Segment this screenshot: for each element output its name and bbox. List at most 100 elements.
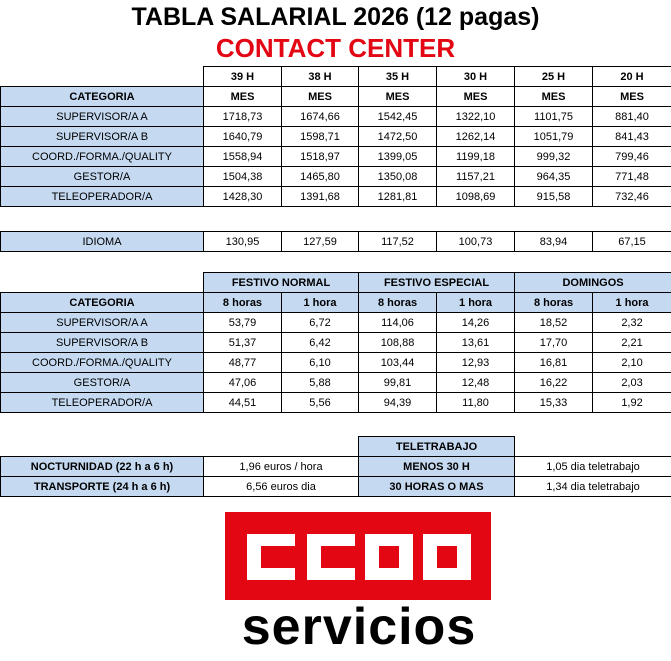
- salary-value: 1322,10: [436, 106, 515, 127]
- category-label: COORD./FORMA./QUALITY: [0, 146, 204, 167]
- teletrabajo-header: TELETRABAJO: [358, 436, 515, 457]
- mes-header: MES: [514, 86, 593, 107]
- festivo-value: 14,26: [436, 312, 516, 333]
- table-row: GESTOR/A 47,06 5,88 99,81 12,48 16,22 2,…: [0, 372, 671, 393]
- salary-mes-row: CATEGORIA MES MES MES MES MES MES: [0, 86, 671, 107]
- festivo-value: 1,92: [592, 392, 671, 413]
- group-header-festivo-normal: FESTIVO NORMAL: [202, 272, 360, 293]
- festivo-value: 103,44: [358, 352, 438, 373]
- festivo-value: 2,03: [592, 372, 671, 393]
- hours-header: 25 H: [514, 66, 593, 87]
- table-row: SUPERVISOR/A A 1718,73 1674,66 1542,45 1…: [0, 106, 671, 127]
- festivo-value: 16,81: [514, 352, 594, 373]
- festivos-group-row: FESTIVO NORMAL FESTIVO ESPECIAL DOMINGOS: [1, 272, 671, 293]
- salary-value: 1157,21: [436, 166, 515, 187]
- table-row: TELEOPERADOR/A 1428,30 1391,68 1281,81 1…: [0, 186, 671, 207]
- teletrabajo-label: 30 HORAS O MAS: [358, 476, 515, 497]
- hours-header: 38 H: [281, 66, 359, 87]
- idioma-value: 100,73: [436, 231, 515, 252]
- festivo-value: 5,88: [280, 372, 360, 393]
- festivo-value: 16,22: [514, 372, 594, 393]
- teletrabajo-value: 1,05 dia teletrabajo: [514, 456, 671, 477]
- salary-value: 881,40: [592, 106, 671, 127]
- salary-value: 1428,30: [203, 186, 282, 207]
- festivo-value: 53,79: [203, 312, 282, 333]
- festivo-value: 108,88: [358, 332, 438, 353]
- teletrabajo-header-row: TELETRABAJO: [1, 436, 671, 457]
- category-header: CATEGORIA: [0, 292, 204, 313]
- hours-header: 20 H: [592, 66, 671, 87]
- salary-value: 1199,18: [436, 146, 515, 167]
- salary-value: 1281,81: [358, 186, 437, 207]
- empty-cell: [1, 273, 204, 293]
- mes-header: MES: [203, 86, 282, 107]
- salary-value: 1640,79: [203, 126, 282, 147]
- salary-value: 1558,94: [203, 146, 282, 167]
- category-label: SUPERVISOR/A B: [0, 126, 204, 147]
- extras-table: TELETRABAJO NOCTURNIDAD (22 h a 6 h) 1,9…: [0, 436, 671, 497]
- idioma-value: 127,59: [281, 231, 359, 252]
- sub-header: 1 hora: [592, 292, 671, 313]
- festivo-value: 12,93: [436, 352, 516, 373]
- idioma-table: IDIOMA 130,95 127,59 117,52 100,73 83,94…: [0, 231, 671, 252]
- idioma-value: 117,52: [358, 231, 437, 252]
- salary-value: 1262,14: [436, 126, 515, 147]
- salary-value: 964,35: [514, 166, 593, 187]
- table-row: IDIOMA 130,95 127,59 117,52 100,73 83,94…: [0, 231, 671, 252]
- festivo-value: 114,06: [358, 312, 438, 333]
- hours-header: 35 H: [358, 66, 437, 87]
- festivo-value: 94,39: [358, 392, 438, 413]
- festivo-value: 13,61: [436, 332, 516, 353]
- transporte-label: TRANSPORTE (24 h a 6 h): [0, 476, 204, 497]
- ccoo-logo: [225, 512, 491, 600]
- salary-value: 1718,73: [203, 106, 282, 127]
- salary-value: 1518,97: [281, 146, 359, 167]
- festivos-sub-row: CATEGORIA 8 horas 1 hora 8 horas 1 hora …: [0, 292, 671, 313]
- salary-value: 1472,50: [358, 126, 437, 147]
- festivo-value: 11,80: [436, 392, 516, 413]
- category-label: COORD./FORMA./QUALITY: [0, 352, 204, 373]
- sub-header: 1 hora: [436, 292, 516, 313]
- mes-header: MES: [281, 86, 359, 107]
- salary-value: 915,58: [514, 186, 593, 207]
- teletrabajo-value: 1,34 dia teletrabajo: [514, 476, 671, 497]
- idioma-label: IDIOMA: [0, 231, 204, 252]
- category-label: TELEOPERADOR/A: [0, 392, 204, 413]
- ccoo-wordmark-icon: [247, 534, 471, 580]
- table-row: COORD./FORMA./QUALITY 1558,94 1518,97 13…: [0, 146, 671, 167]
- page-subtitle: CONTACT CENTER: [215, 33, 456, 63]
- hours-header: 39 H: [203, 66, 282, 87]
- festivo-value: 6,72: [280, 312, 360, 333]
- table-row: SUPERVISOR/A B 1640,79 1598,71 1472,50 1…: [0, 126, 671, 147]
- table-row: GESTOR/A 1504,38 1465,80 1350,08 1157,21…: [0, 166, 671, 187]
- sub-header: 8 horas: [203, 292, 282, 313]
- festivo-value: 51,37: [203, 332, 282, 353]
- category-header: CATEGORIA: [0, 86, 204, 107]
- sub-header: 8 horas: [514, 292, 594, 313]
- salary-value: 841,43: [592, 126, 671, 147]
- salary-table: 39 H 38 H 35 H 30 H 25 H 20 H CATEGORIA …: [0, 66, 671, 207]
- nocturnidad-label: NOCTURNIDAD (22 h a 6 h): [0, 456, 204, 477]
- salary-value: 799,46: [592, 146, 671, 167]
- salary-value: 1391,68: [281, 186, 359, 207]
- sub-header: 8 horas: [358, 292, 438, 313]
- idioma-value: 67,15: [592, 231, 671, 252]
- salary-value: 1098,69: [436, 186, 515, 207]
- empty-cell: [515, 437, 671, 457]
- page-title: TABLA SALARIAL 2026 (12 pagas): [131, 3, 540, 31]
- salary-value: 999,32: [514, 146, 593, 167]
- empty-cell: [1, 67, 204, 87]
- table-row: NOCTURNIDAD (22 h a 6 h) 1,96 euros / ho…: [0, 456, 671, 477]
- teletrabajo-label: MENOS 30 H: [358, 456, 515, 477]
- servicios-wordmark: servicios: [241, 598, 477, 656]
- salary-value: 1598,71: [281, 126, 359, 147]
- sub-header: 1 hora: [280, 292, 360, 313]
- category-label: SUPERVISOR/A B: [0, 332, 204, 353]
- festivo-value: 6,10: [280, 352, 360, 373]
- category-label: SUPERVISOR/A A: [0, 312, 204, 333]
- festivo-value: 2,32: [592, 312, 671, 333]
- table-row: TRANSPORTE (24 h a 6 h) 6,56 euros dia 3…: [0, 476, 671, 497]
- festivo-value: 48,77: [203, 352, 282, 373]
- festivo-value: 44,51: [203, 392, 282, 413]
- idioma-value: 130,95: [203, 231, 282, 252]
